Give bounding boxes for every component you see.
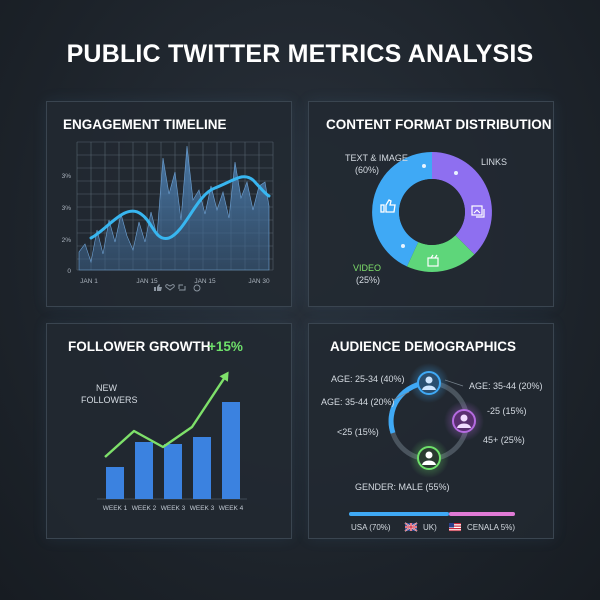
y-tick-4: 0 <box>67 268 71 275</box>
week-tick-label: WEEK 3 <box>190 505 215 512</box>
uk-flag-icon <box>404 522 418 532</box>
label-age-35-44-left: AGE: 35-44 (20%) <box>321 397 395 407</box>
follower-bar <box>135 442 153 499</box>
donut-slice-video <box>407 235 475 272</box>
donut-slice-text-image <box>372 152 432 267</box>
follower-bar <box>164 444 182 499</box>
donut-slice-links <box>432 152 492 255</box>
label-gender: GENDER: MALE (55%) <box>355 482 450 492</box>
us-flag-icon <box>449 523 461 532</box>
follower-growth-percent: +15% <box>208 339 243 354</box>
follower-bar <box>193 437 211 499</box>
engagement-timeline-title: ENGAGEMENT TIMELINE <box>63 117 227 132</box>
week-tick-label: WEEK 1 <box>103 505 128 512</box>
engagement-icons <box>154 284 201 292</box>
legend-uk: UK) <box>423 523 437 532</box>
retweet-icon <box>178 284 186 291</box>
label-text-image-pct: (60%) <box>355 165 380 175</box>
page-title: PUBLIC TWITTER METRICS ANALYSIS <box>66 40 534 68</box>
engagement-timeline-panel: ENGAGEMENT TIMELINE <box>46 101 292 307</box>
legend-other: CENALA 5%) <box>467 523 516 532</box>
y-tick-3: 2% <box>62 237 72 244</box>
week-tick-label: WEEK 3 <box>161 505 186 512</box>
week-tick-label: WEEK 4 <box>219 505 244 512</box>
follower-trend-arrowhead <box>219 371 229 382</box>
legend-usa: USA (70%) <box>351 523 391 532</box>
x-tick-1: JAN 1 <box>80 278 98 285</box>
new-followers-label-line2: FOLLOWERS <box>81 395 138 405</box>
label-video-pct: (25%) <box>356 275 381 285</box>
audience-demographics-title: AUDIENCE DEMOGRAPHICS <box>330 339 517 354</box>
follower-growth-title: FOLLOWER GROWTH <box>68 339 211 354</box>
label-age-35-44-right: AGE: 35-44 (20%) <box>469 381 543 391</box>
reply-icon <box>193 284 201 292</box>
label-age-25-34: AGE: 25-34 (40%) <box>331 374 405 384</box>
label-under-25-right: -25 (15%) <box>487 406 527 416</box>
y-tick-2: 3% <box>62 205 72 212</box>
y-tick-1: 3% <box>62 173 72 180</box>
text-image-marker <box>422 164 426 168</box>
label-under-25-left: <25 (15%) <box>337 427 379 437</box>
engagement-chart: 3% 3% 2% 0 JAN 1 JAN 15 JAN 15 JAN 30 <box>62 141 274 292</box>
x-tick-4: JAN 30 <box>248 278 270 285</box>
follower-growth-chart: WEEK 1 WEEK 2 WEEK 3 WEEK 3 WEEK 4 <box>97 371 247 512</box>
content-format-title: CONTENT FORMAT DISTRIBUTION <box>326 117 552 132</box>
content-format-donut <box>372 152 492 272</box>
week-tick-label: WEEK 2 <box>132 505 157 512</box>
image-gallery-icon <box>471 205 485 218</box>
x-tick-3: JAN 15 <box>194 278 216 285</box>
engagement-area-series <box>78 145 270 271</box>
new-followers-label-line1: NEW <box>96 383 117 393</box>
video-icon <box>427 254 439 267</box>
video-marker <box>401 244 405 248</box>
demographics-diagram <box>349 363 515 532</box>
label-text-image: TEXT & IMAGE <box>345 153 408 163</box>
thumbs-up-icon <box>154 284 162 291</box>
thumbs-up-icon <box>380 199 396 213</box>
follower-growth-panel: FOLLOWER GROWTH +15% NEW FOLLOWERS WEEK … <box>46 323 292 539</box>
engagement-trend-line <box>89 175 271 240</box>
label-video: VIDEO <box>353 263 382 273</box>
links-marker <box>454 171 458 175</box>
x-tick-2: JAN 15 <box>136 278 158 285</box>
heart-icon <box>165 284 175 291</box>
label-links: LINKS <box>481 157 508 167</box>
follower-trend-line <box>104 373 229 458</box>
content-format-panel: CONTENT FORMAT DISTRIBUTION <box>308 101 554 307</box>
follower-bar <box>222 402 240 499</box>
audience-demographics-panel: AUDIENCE DEMOGRAPHICS <box>308 323 554 539</box>
label-age-45-plus: 45+ (25%) <box>483 435 525 445</box>
follower-bar <box>106 467 124 499</box>
